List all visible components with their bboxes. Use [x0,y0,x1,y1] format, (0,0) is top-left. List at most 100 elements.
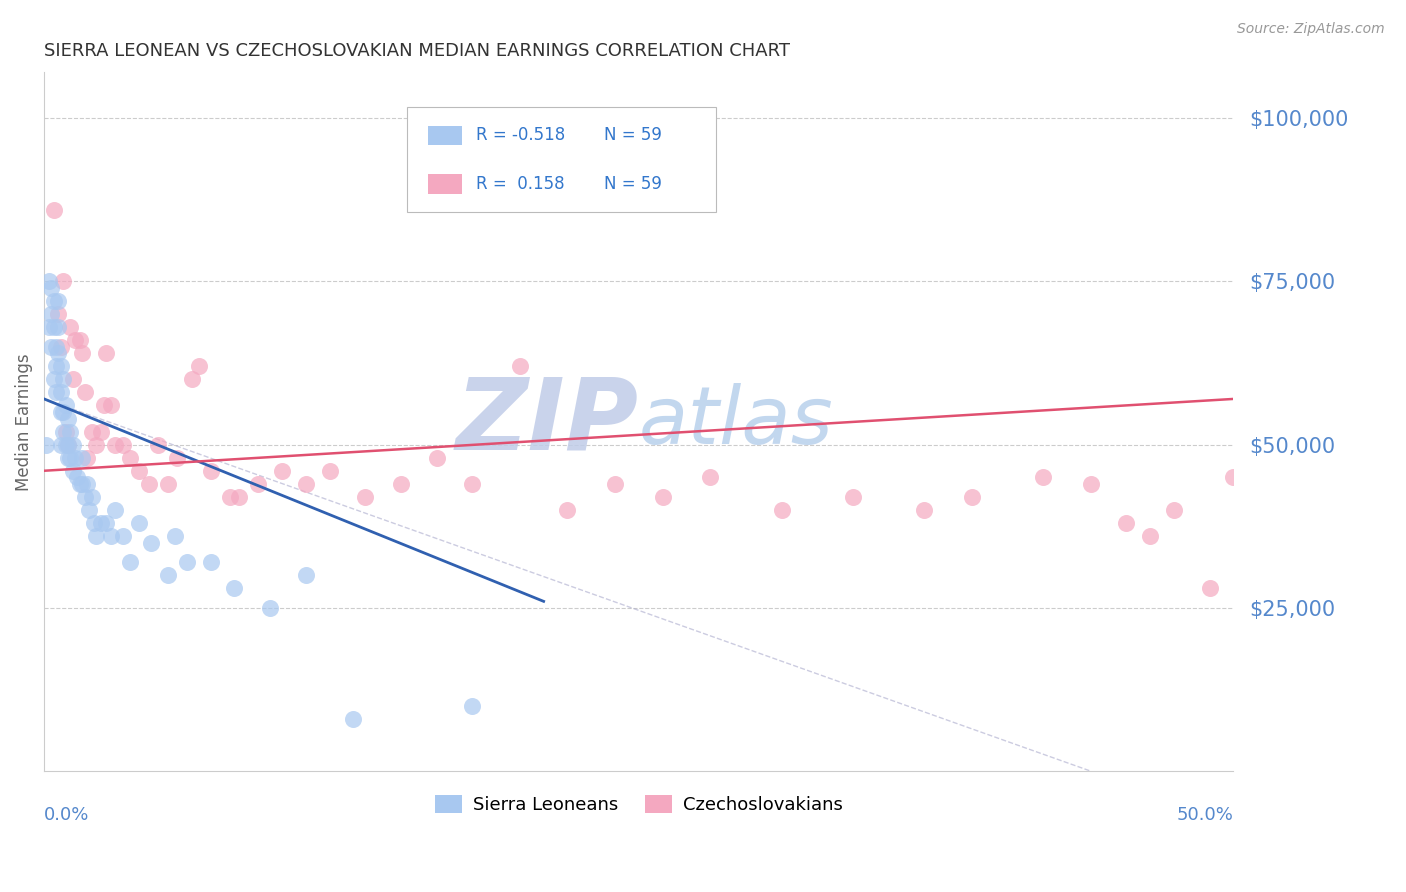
Point [842,490,865,504]
Point [90,425,112,439]
Point [49,385,72,400]
Point [247,476,270,491]
Point [176,555,198,569]
Point [63,450,86,465]
FancyBboxPatch shape [429,175,461,194]
Point [148,437,170,451]
Point [69,333,91,347]
Point [52,405,75,419]
Point [1294,450,1316,465]
Point [111,529,134,543]
Point [426,450,449,465]
Point [156,476,179,491]
Point [55,425,77,439]
Point [603,476,626,491]
Point [166,450,188,465]
Point [228,490,250,504]
Legend: Sierra Leoneans, Czechoslovakians: Sierra Leoneans, Czechoslovakians [427,788,851,822]
Text: ZIP: ZIP [456,373,638,470]
Point [318,464,340,478]
FancyBboxPatch shape [429,126,461,145]
Point [163,529,186,543]
Point [1198,582,1220,596]
Point [128,464,150,478]
Point [52,372,75,386]
Text: R = -0.518: R = -0.518 [475,127,565,145]
Point [1115,516,1137,530]
Point [70,450,93,465]
Point [62,464,84,478]
Point [83,516,105,530]
Point [62,372,84,386]
Point [770,503,793,517]
Point [104,437,127,451]
Point [73,490,96,504]
Point [52,425,75,439]
Text: R =  0.158: R = 0.158 [475,175,564,194]
Point [94,346,117,360]
Point [461,476,484,491]
Point [259,600,281,615]
Text: SIERRA LEONEAN VS CZECHOSLOVAKIAN MEDIAN EARNINGS CORRELATION CHART: SIERRA LEONEAN VS CZECHOSLOVAKIAN MEDIAN… [44,42,790,60]
Point [73,385,96,400]
Point [52,274,75,288]
Point [48,346,70,360]
Point [342,712,364,726]
Point [76,450,98,465]
Point [39,281,62,295]
Point [66,470,89,484]
Point [100,529,122,543]
Point [111,437,134,451]
Point [38,274,60,288]
Point [1246,490,1268,504]
Point [45,385,67,400]
Point [1080,476,1102,491]
Point [49,340,72,354]
Point [90,516,112,530]
Text: N = 59: N = 59 [605,127,662,145]
Point [128,516,150,530]
Point [80,425,103,439]
Point [187,359,209,374]
Point [79,503,101,517]
Point [48,307,70,321]
Point [86,529,108,543]
Point [200,555,222,569]
Point [56,437,79,451]
Point [218,490,240,504]
Point [55,437,77,451]
Point [138,476,160,491]
Text: 50.0%: 50.0% [1177,806,1233,824]
Point [59,450,82,465]
Point [80,490,103,504]
Point [48,320,70,334]
Point [294,476,316,491]
Point [699,470,721,484]
Point [960,490,983,504]
Point [180,372,202,386]
Point [49,359,72,374]
Point [42,320,65,334]
Point [76,476,98,491]
Point [86,437,108,451]
Point [62,437,84,451]
Point [56,437,79,451]
Point [39,340,62,354]
Point [557,503,579,517]
Point [69,476,91,491]
Point [1270,216,1292,230]
Point [461,698,484,713]
Point [389,476,412,491]
Point [651,490,673,504]
Point [100,399,122,413]
Point [70,346,93,360]
Point [42,202,65,217]
Point [70,476,93,491]
Point [354,490,377,504]
Text: Source: ZipAtlas.com: Source: ZipAtlas.com [1237,22,1385,37]
Point [48,293,70,308]
Point [93,399,115,413]
Text: 0.0%: 0.0% [44,806,90,824]
Point [118,555,141,569]
Point [1032,470,1054,484]
